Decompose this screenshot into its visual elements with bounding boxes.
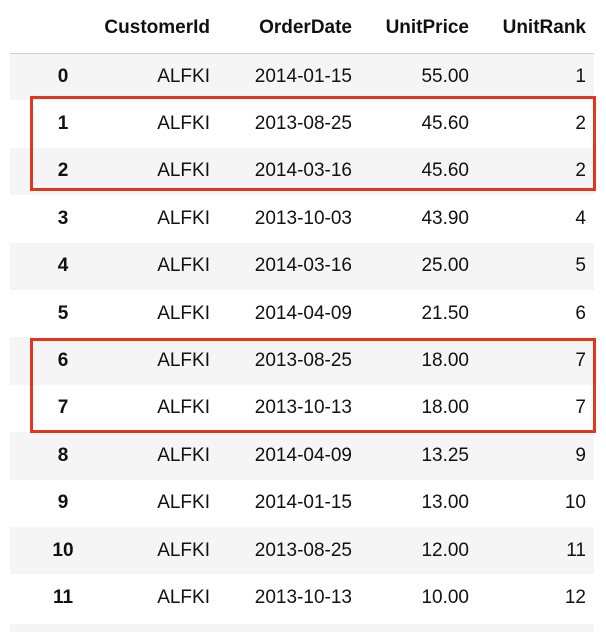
cell-unitrank: 2 — [575, 113, 586, 135]
table-body: 0 ALFKI 2014-01-15 55.00 1 1 ALFKI 2013-… — [10, 53, 594, 622]
cell-customerid: ALFKI — [157, 207, 210, 229]
row-index: 8 — [57, 444, 69, 466]
row-index: 5 — [57, 302, 69, 324]
cell-orderdate: 2013-10-13 — [254, 397, 352, 419]
cell-orderdate: 2014-03-16 — [254, 160, 352, 182]
cell-customerid: ALFKI — [157, 397, 210, 419]
cell-customerid: ALFKI — [157, 586, 210, 608]
cell-unitprice: 45.60 — [421, 113, 469, 135]
table-row: 6 ALFKI 2013-08-25 18.00 7 — [10, 337, 594, 385]
table-row: 8 ALFKI 2014-04-09 13.25 9 — [10, 432, 594, 480]
header-customerid: CustomerId — [88, 4, 218, 54]
cell-unitrank: 9 — [575, 444, 586, 466]
cell-unitrank: 7 — [575, 350, 586, 372]
cell-orderdate: 2014-03-16 — [254, 255, 352, 277]
row-index: 6 — [57, 350, 69, 372]
cell-orderdate: 2013-10-03 — [254, 207, 352, 229]
cell-unitrank: 1 — [575, 65, 586, 87]
cell-unitprice: 25.00 — [421, 255, 469, 277]
row-index: 10 — [52, 539, 74, 561]
cell-orderdate: 2014-04-09 — [254, 302, 352, 324]
cell-unitrank: 7 — [575, 397, 586, 419]
header-unitrank: UnitRank — [477, 4, 594, 54]
cell-customerid: ALFKI — [157, 255, 210, 277]
cell-unitprice: 55.00 — [421, 65, 469, 87]
cell-customerid: ALFKI — [157, 302, 210, 324]
header-index — [10, 4, 88, 54]
cell-unitrank: 10 — [564, 492, 586, 514]
cell-customerid: ALFKI — [157, 492, 210, 514]
row-index: 11 — [52, 586, 74, 608]
cell-unitrank: 12 — [564, 586, 586, 608]
table-row: 1 ALFKI 2013-08-25 45.60 2 — [10, 100, 594, 147]
row-index: 9 — [57, 492, 69, 514]
cell-unitrank: 2 — [575, 160, 586, 182]
cell-unitprice: 13.25 — [421, 444, 469, 466]
cell-customerid: ALFKI — [157, 113, 210, 135]
table-row: 10 ALFKI 2013-08-25 12.00 11 — [10, 526, 594, 575]
cell-unitprice: 12.00 — [421, 539, 469, 561]
table-row: 9 ALFKI 2014-01-15 13.00 10 — [10, 480, 594, 527]
cell-unitprice: 10.00 — [421, 586, 469, 608]
cell-customerid: ALFKI — [157, 160, 210, 182]
cell-unitrank: 4 — [575, 207, 586, 229]
cell-orderdate: 2014-01-15 — [254, 492, 352, 514]
table-row: 11 ALFKI 2013-10-13 10.00 12 — [10, 574, 594, 621]
table-row: 3 ALFKI 2013-10-03 43.90 4 — [10, 195, 594, 242]
cell-unitrank: 5 — [575, 255, 586, 277]
table-row: 0 ALFKI 2014-01-15 55.00 1 — [10, 53, 594, 101]
cell-orderdate: 2013-08-25 — [254, 539, 352, 561]
table-row: 7 ALFKI 2013-10-13 18.00 7 — [10, 385, 594, 432]
header-unitprice: UnitPrice — [360, 4, 477, 54]
table-row: 2 ALFKI 2014-03-16 45.60 2 — [10, 147, 594, 196]
row-index: 0 — [57, 65, 69, 87]
row-index: 4 — [57, 255, 69, 277]
cell-orderdate: 2014-04-09 — [254, 444, 352, 466]
table-row: 5 ALFKI 2014-04-09 21.50 6 — [10, 290, 594, 337]
cell-unitprice: 18.00 — [421, 397, 469, 419]
cell-unitprice: 21.50 — [421, 302, 469, 324]
header-orderdate: OrderDate — [218, 4, 360, 54]
row-index: 1 — [57, 113, 69, 135]
cell-unitrank: 11 — [566, 539, 586, 561]
cell-unitprice: 43.90 — [421, 207, 469, 229]
dataframe-table: CustomerId OrderDate UnitPrice UnitRank … — [10, 4, 594, 622]
cell-unitprice: 13.00 — [421, 492, 469, 514]
row-index: 7 — [57, 397, 69, 419]
cell-customerid: ALFKI — [157, 350, 210, 372]
cell-orderdate: 2013-08-25 — [254, 350, 352, 372]
cell-orderdate: 2014-01-15 — [254, 65, 352, 87]
table-row: 4 ALFKI 2014-03-16 25.00 5 — [10, 242, 594, 290]
row-index: 2 — [57, 160, 69, 182]
cell-orderdate: 2013-08-25 — [254, 113, 352, 135]
header-row: CustomerId OrderDate UnitPrice UnitRank — [10, 4, 594, 54]
cell-unitprice: 45.60 — [421, 160, 469, 182]
row-index: 3 — [57, 207, 69, 229]
cell-customerid: ALFKI — [157, 65, 210, 87]
next-row-stripe — [10, 624, 594, 632]
cell-customerid: ALFKI — [157, 539, 210, 561]
cell-unitprice: 18.00 — [421, 350, 469, 372]
cell-unitrank: 6 — [575, 302, 586, 324]
cell-customerid: ALFKI — [157, 444, 210, 466]
cell-orderdate: 2013-10-13 — [254, 586, 352, 608]
